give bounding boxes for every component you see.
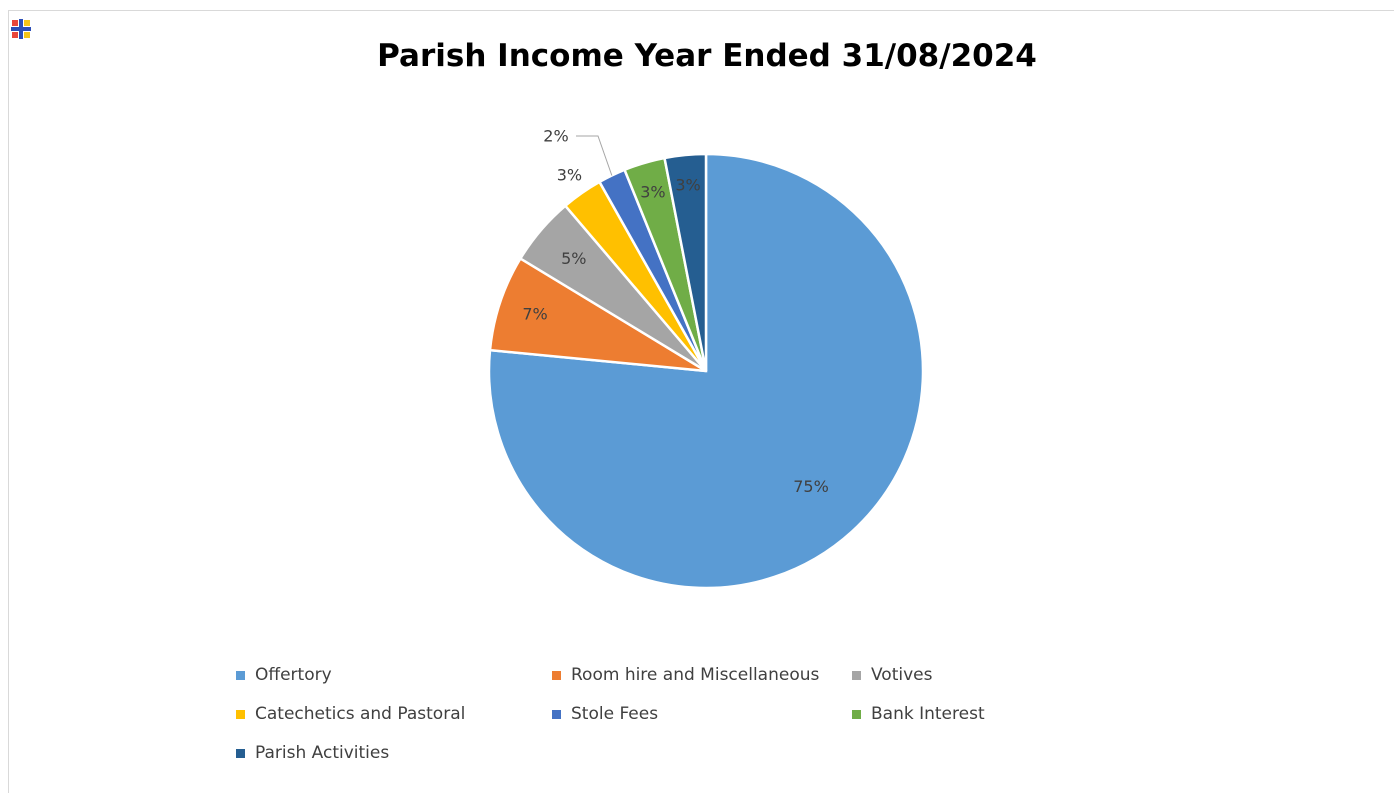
chart-area[interactable] — [8, 10, 1394, 793]
data-label-stole-fees: 2% — [543, 127, 568, 146]
move-handle-icon[interactable] — [10, 18, 32, 40]
chart-legend: Offertory Room hire and Miscellaneous Voti… — [236, 664, 1136, 764]
legend-label: Offertory — [255, 665, 332, 685]
legend-swatch — [236, 709, 245, 719]
legend-item-bank-interest[interactable]: Bank Interest — [852, 703, 1112, 725]
data-label-parish-activities: 3% — [675, 176, 700, 195]
legend-item-room-hire-and-miscellaneous[interactable]: Room hire and Miscellaneous — [552, 664, 852, 686]
data-label-offertory: 75% — [793, 477, 829, 496]
leader-line-stole-fees — [576, 135, 613, 176]
legend-swatch — [852, 670, 861, 680]
legend-swatch — [552, 709, 561, 719]
pie-chart[interactable]: 75% 7% 5% 3% 2% 3% 3% — [0, 0, 1394, 660]
legend-swatch — [552, 670, 561, 680]
legend-item-catechetics-and-pastoral[interactable]: Catechetics and Pastoral — [236, 703, 552, 725]
legend-item-stole-fees[interactable]: Stole Fees — [552, 703, 852, 725]
legend-label: Room hire and Miscellaneous — [571, 665, 820, 685]
legend-item-offertory[interactable]: Offertory — [236, 664, 552, 686]
chart-title: Parish Income Year Ended 31/08/2024 — [377, 38, 1037, 74]
legend-swatch — [236, 670, 245, 680]
data-label-catechetics-and-pastoral: 3% — [557, 166, 582, 185]
legend-swatch — [236, 748, 245, 758]
legend-label: Bank Interest — [871, 704, 985, 724]
data-label-bank-interest: 3% — [640, 183, 665, 202]
legend-label: Stole Fees — [571, 704, 659, 724]
legend-item-parish-activities[interactable]: Parish Activities — [236, 742, 552, 764]
legend-label: Catechetics and Pastoral — [255, 704, 466, 724]
pie-slice-parish-activities[interactable] — [663, 152, 708, 372]
legend-item-votives[interactable]: Votives — [852, 664, 1112, 686]
data-label-room-hire-and-miscellaneous: 7% — [522, 305, 547, 324]
legend-label: Parish Activities — [255, 743, 390, 763]
legend-label: Votives — [871, 665, 933, 685]
legend-swatch — [852, 709, 861, 719]
data-label-votives: 5% — [561, 249, 586, 268]
